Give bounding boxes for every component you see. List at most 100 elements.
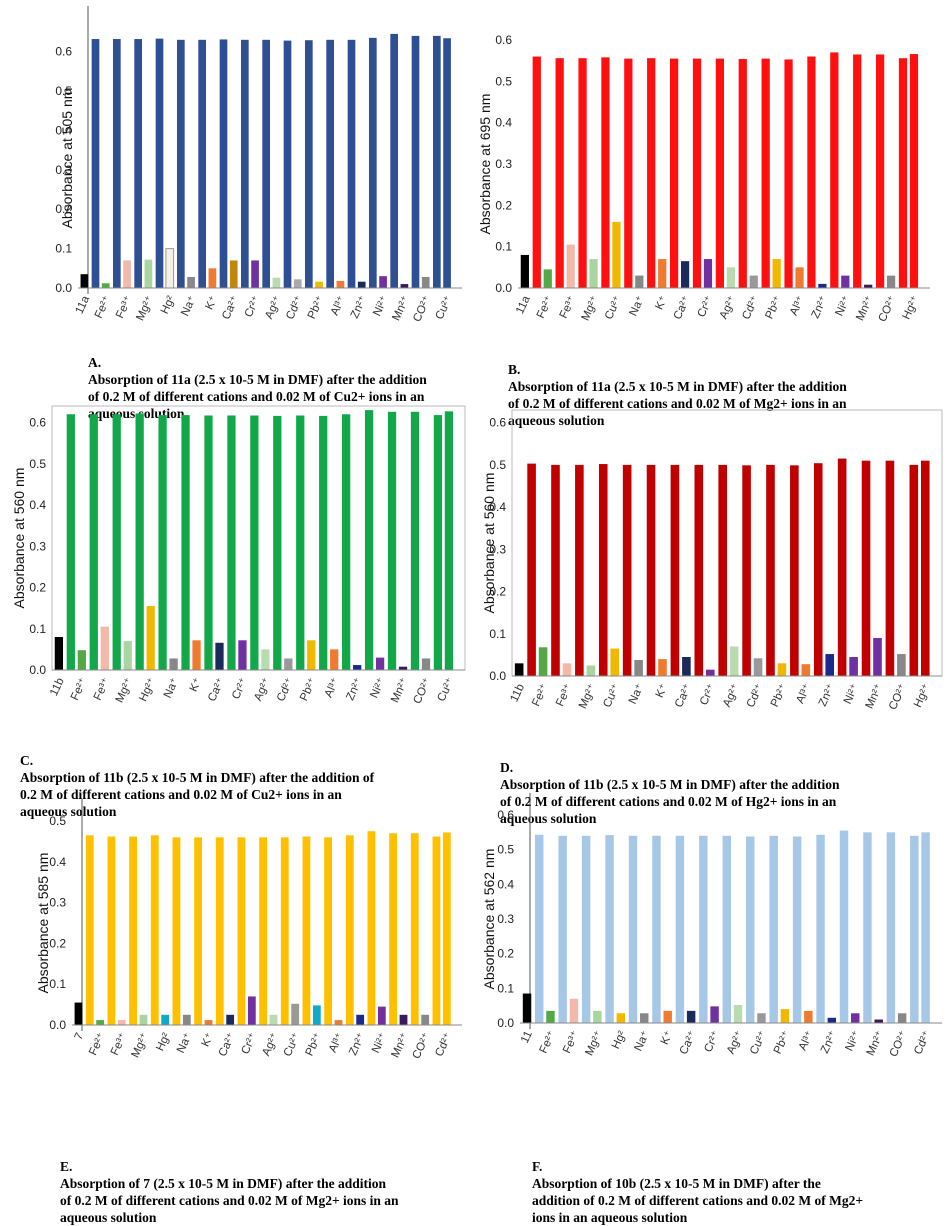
x-tick-label: CO²⁺: [411, 1031, 433, 1061]
bar-cation-15: [873, 638, 882, 676]
x-tick-label: Ag²⁺: [721, 682, 742, 709]
chart-panel-c: 0.0 0.1 0.2 0.3 0.4 0.5 0.6 Absorbance at 560 n…: [0, 398, 470, 723]
bar-cation-0: [522, 993, 532, 1023]
bar-cation-0: [54, 637, 64, 670]
bar-cation-11: [777, 663, 787, 676]
x-tick-label: Ni²⁺: [842, 682, 862, 706]
bar-cation-4: [612, 221, 621, 288]
bar-main-11: [784, 59, 793, 288]
x-tick-label: Ni²⁺: [368, 676, 388, 700]
x-tick-label: Mn²⁺: [389, 1031, 411, 1060]
x-tick-label: Mg²⁺: [134, 294, 156, 323]
bar-cation-3: [139, 1014, 148, 1025]
bar-main-17: [920, 460, 930, 676]
bar-cation-9: [729, 646, 739, 676]
x-tick-label: Cu²⁺: [282, 1031, 303, 1058]
bar-main-3: [155, 38, 164, 288]
bar-cation-7: [229, 260, 238, 288]
x-tick-label: Cd²⁺: [433, 1031, 454, 1058]
y-tick-label: 0.5: [497, 843, 514, 857]
y-tick-label: 0.0: [495, 281, 512, 295]
y-tick-label: 0.5: [55, 84, 72, 98]
bar-cation-7: [682, 657, 691, 676]
bar-cation-5: [182, 1014, 191, 1025]
bar-main-14: [389, 833, 397, 1025]
x-tick-label: Na⁺: [175, 1031, 195, 1055]
bar-cation-13: [356, 1014, 365, 1025]
bar-cation-14: [841, 275, 850, 288]
caption-e: E. Absorption of 7 (2.5 x 10-5 M in DMF)…: [60, 1141, 460, 1226]
bar-main-6: [204, 415, 213, 670]
bar-cation-16: [421, 276, 430, 288]
bar-main-4: [176, 39, 185, 289]
x-tick-label: Al³⁺: [797, 1029, 816, 1052]
bar-main-8: [718, 464, 727, 676]
x-tick-label: K⁺: [653, 294, 670, 312]
x-tick-label: Cr²⁺: [702, 1029, 722, 1054]
bar-main-0: [527, 463, 536, 676]
y-tick-label: 0.3: [55, 163, 72, 177]
bar-main-14: [861, 460, 871, 676]
bar-cation-12: [795, 267, 804, 288]
x-tick-label: K⁺: [659, 1029, 676, 1047]
bar-main-6: [669, 58, 679, 288]
y-tick-label: 0.2: [497, 947, 514, 961]
bar-main-12: [813, 463, 823, 676]
x-tick-label: Na⁺: [632, 1029, 652, 1053]
caption-b: B. Absorption of 11a (2.5 x 10-5 M in DM…: [508, 344, 928, 429]
bar-main-2: [134, 39, 142, 288]
x-tick-label: Cd²⁺: [740, 294, 761, 321]
bar-cation-10: [291, 1003, 300, 1025]
bar-main-16: [898, 58, 908, 288]
bar-main-7: [240, 39, 249, 289]
caption-b-text: Absorption of 11a (2.5 x 10-5 M in DMF) …: [508, 379, 847, 428]
x-tick-label: 11: [519, 1029, 535, 1045]
x-tick-label: Fe²⁺: [93, 294, 114, 320]
bar-main-15: [411, 35, 420, 289]
bar-main-13: [830, 52, 839, 289]
x-tick-label: Cd²⁺: [284, 294, 305, 321]
caption-e-label: E.: [60, 1159, 73, 1174]
y-tick-label: 0.3: [29, 539, 46, 553]
bar-main-1: [558, 835, 567, 1023]
caption-e-text: Absorption of 7 (2.5 x 10-5 M in DMF) af…: [60, 1176, 399, 1225]
bar-main-13: [367, 831, 376, 1025]
y-tick-label: 0.1: [55, 242, 72, 256]
x-tick-label: Mn²⁺: [390, 294, 412, 323]
x-tick-label: Zn²⁺: [819, 1029, 840, 1055]
y-tick-label: 0.4: [49, 855, 66, 869]
bar-cation-5: [634, 659, 643, 676]
x-tick-label: Zn²⁺: [347, 1031, 368, 1057]
x-tick-label: Mn²⁺: [864, 682, 886, 711]
x-tick-label: Ca²⁺: [672, 294, 693, 321]
y-tick-label: 0.4: [55, 123, 72, 137]
bar-cation-5: [640, 1013, 649, 1023]
bar-cation-6: [192, 640, 201, 670]
x-tick-label: Zn²⁺: [817, 682, 838, 708]
bar-cation-12: [804, 1010, 813, 1023]
bar-main-12: [807, 56, 816, 289]
x-tick-label: 11a: [514, 294, 533, 316]
x-tick-label: CO²⁺: [887, 682, 909, 712]
x-tick-label: Na⁺: [162, 676, 182, 700]
bar-main-12: [342, 414, 351, 670]
bar-main-9: [742, 465, 751, 676]
bar-cation-7: [686, 1010, 696, 1023]
bar-main-2: [112, 414, 121, 670]
bar-main-8: [722, 835, 731, 1023]
bar-cation-11: [312, 1005, 321, 1025]
y-tick-label: 0.6: [497, 808, 514, 822]
bar-main-4: [622, 464, 632, 676]
x-tick-label: Hg²⁺: [901, 294, 922, 321]
y-axis-label: Absorbance at 562 nm: [481, 849, 497, 990]
x-tick-label: Ca²⁺: [206, 676, 227, 703]
y-tick-label: 0.1: [29, 622, 46, 636]
bar-main-10: [296, 415, 305, 670]
x-tick-label: CO²⁺: [888, 1029, 910, 1059]
x-tick-label: Ni²⁺: [834, 294, 854, 318]
y-tick-label: 0.2: [55, 202, 72, 216]
x-tick-label: Ag²⁺: [718, 294, 739, 321]
x-tick-label: Ag²⁺: [260, 1031, 281, 1058]
y-tick-label: 0.0: [489, 669, 506, 683]
x-tick-label: Fe²⁺: [69, 676, 90, 702]
